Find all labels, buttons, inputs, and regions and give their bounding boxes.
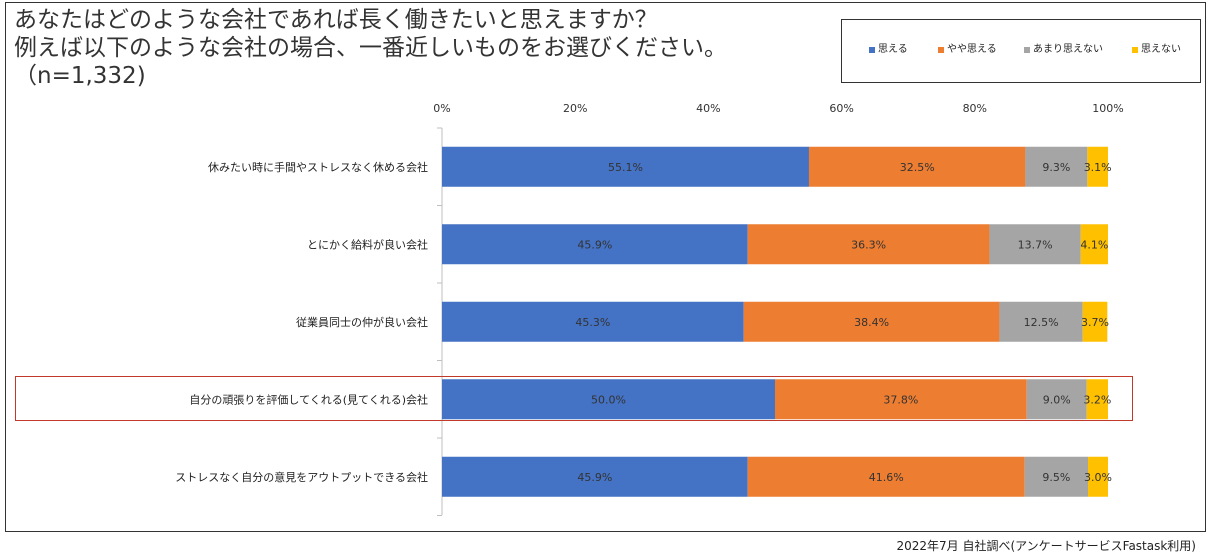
data-label: 38.4% <box>854 316 889 329</box>
data-label: 9.3% <box>1042 161 1070 174</box>
x-tick-label: 100% <box>1092 102 1123 115</box>
data-label: 41.6% <box>869 471 904 484</box>
data-label: 9.0% <box>1043 393 1071 406</box>
data-label: 4.1% <box>1080 238 1108 251</box>
data-label: 45.3% <box>575 316 610 329</box>
bar-segment <box>442 379 775 420</box>
legend-swatch-2 <box>938 47 944 53</box>
data-label: 3.7% <box>1081 316 1109 329</box>
data-label: 45.9% <box>577 471 612 484</box>
data-label: 13.7% <box>1018 238 1053 251</box>
data-label: 36.3% <box>851 238 886 251</box>
bar-segment <box>1080 224 1108 265</box>
bar-segment <box>743 301 1000 342</box>
bar-segment <box>442 146 809 187</box>
title-line-2: 例えば以下のような会社の場合、一番近しいものをお選びください。 <box>14 35 727 61</box>
x-tick-label: 60% <box>829 102 853 115</box>
bar-segment <box>1025 146 1088 187</box>
data-label: 9.5% <box>1042 471 1070 484</box>
legend-label-2: やや思える <box>947 44 997 55</box>
chart-frame <box>5 2 1206 532</box>
legend: 思える やや思える あまり思えない 思えない <box>841 19 1201 83</box>
bar-segment <box>808 146 1026 187</box>
bar-segment <box>1087 146 1108 187</box>
legend-label-4: 思えない <box>1141 44 1181 55</box>
legend-label-1: 思える <box>878 44 908 55</box>
data-label: 3.0% <box>1084 471 1112 484</box>
bar-segment <box>747 224 990 265</box>
category-label: ストレスなく自分の意見をアウトプットできる会社 <box>175 470 428 484</box>
bar-segment <box>989 224 1081 265</box>
data-label: 3.1% <box>1084 161 1112 174</box>
legend-label-3: あまり思えない <box>1033 44 1103 55</box>
title-line-1: あなたはどのような会社であれば長く働きたいと思えますか？ <box>14 7 658 33</box>
data-label: 55.1% <box>608 161 643 174</box>
title-line-3: （n=1,332) <box>14 63 146 89</box>
data-label: 12.5% <box>1024 316 1059 329</box>
bar-segment <box>442 456 748 497</box>
legend-swatch-1 <box>869 47 875 53</box>
legend-swatch-4 <box>1132 47 1138 53</box>
bar-segment <box>442 301 744 342</box>
bar-segment <box>1086 379 1108 420</box>
data-label: 3.2% <box>1083 393 1111 406</box>
legend-item-1: 思える <box>869 44 908 56</box>
legend-swatch-3 <box>1024 47 1030 53</box>
x-tick-label: 20% <box>563 102 587 115</box>
bar-segment <box>1082 301 1108 342</box>
legend-item-3: あまり思えない <box>1024 44 1103 56</box>
data-label: 37.8% <box>883 393 918 406</box>
category-label: 従業員同士の仲が良い会社 <box>296 315 428 329</box>
bar-segment <box>1088 456 1108 497</box>
category-label: とにかく給料が良い会社 <box>307 237 428 251</box>
data-label: 45.9% <box>577 238 612 251</box>
legend-item-4: 思えない <box>1132 44 1181 56</box>
bar-segment <box>1026 379 1087 420</box>
x-tick-label: 0% <box>433 102 450 115</box>
bar-segment <box>775 379 1027 420</box>
x-tick-label: 40% <box>696 102 720 115</box>
bar-segment <box>747 456 1025 497</box>
bar-segment <box>442 224 748 265</box>
data-label: 32.5% <box>900 161 935 174</box>
bar-segment <box>1024 456 1089 497</box>
data-label: 50.0% <box>591 393 626 406</box>
category-label: 自分の頑張りを評価してくれる(見てくれる)会社 <box>189 392 428 406</box>
category-label: 休みたい時に手間やストレスなく休める会社 <box>208 160 428 174</box>
bar-segment <box>999 301 1083 342</box>
legend-item-2: やや思える <box>938 44 997 56</box>
x-tick-label: 80% <box>963 102 987 115</box>
source-note: 2022年7月 自社調べ(アンケートサービスFastask利用) <box>896 539 1196 553</box>
highlight-box <box>15 376 1133 421</box>
chart-title: あなたはどのような会社であれば長く働きたいと思えますか？ 例えば以下のような会社… <box>14 6 727 90</box>
